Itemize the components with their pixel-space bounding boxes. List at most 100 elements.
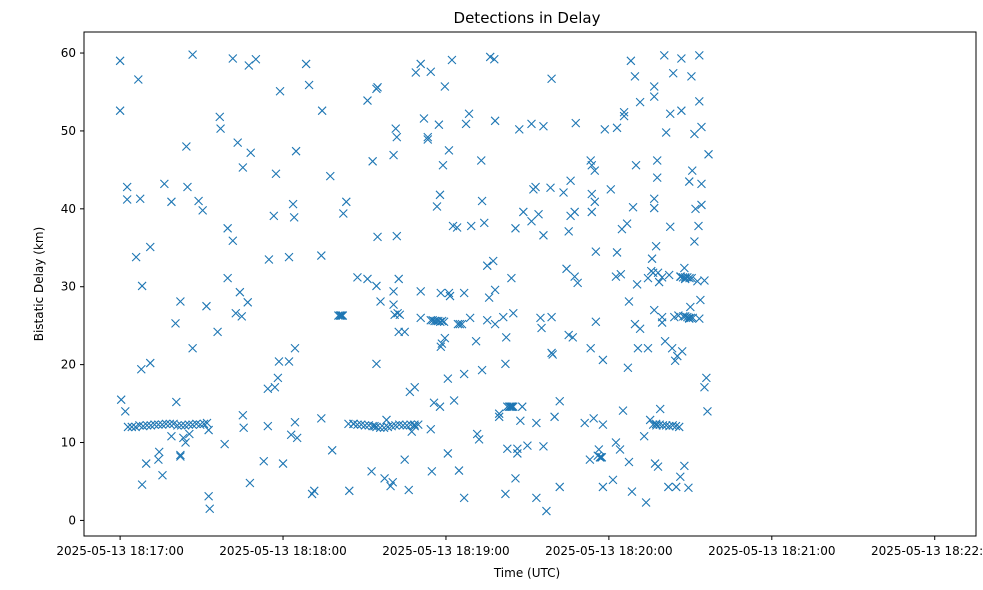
data-point [413,420,423,429]
data-point [205,504,215,514]
data-point [122,195,132,204]
data-point [676,54,686,63]
data-point [697,200,706,210]
data-point [243,297,253,307]
data-point [382,415,391,425]
y-tick-label: 0 [68,513,76,527]
data-point [360,420,370,430]
data-point [586,343,596,353]
x-axis: 2025-05-13 18:17:00 2025-05-13 18:18:00 20… [56,536,983,558]
data-point [145,358,155,368]
data-point [490,319,500,329]
plot-frame [83,31,977,537]
data-point [573,278,583,288]
data-point [325,171,335,181]
data-point [400,327,410,337]
data-point [598,355,608,365]
data-point [440,333,450,343]
data-point [363,274,372,284]
data-point [181,438,190,447]
data-point [527,216,536,226]
data-point [555,482,565,492]
data-point [284,252,294,262]
data-point [289,213,299,222]
data-point [512,444,522,454]
data-point [394,274,404,284]
data-point [659,50,669,60]
data-point [220,439,230,449]
data-point [600,124,610,134]
data-point [679,263,689,273]
data-point [176,452,185,461]
data-point [204,425,214,435]
data-point [615,445,625,454]
data-point [587,189,597,199]
data-point [389,150,398,160]
data-point [449,396,459,405]
data-point [233,138,243,148]
data-point [612,248,622,257]
data-point [176,450,185,460]
chart-title: Detections in Delay [454,9,601,27]
data-point [539,121,548,131]
data-point [444,146,454,155]
data-point [452,223,462,232]
data-point [231,308,241,318]
data-point [679,461,689,471]
data-point [626,56,636,66]
data-point [685,273,694,283]
data-point [663,482,673,492]
data-point [437,339,447,348]
data-point [213,327,222,337]
data-point [388,477,398,487]
data-point [655,404,665,414]
data-point [507,402,517,412]
data-point [671,482,681,492]
data-point [657,272,667,282]
x-tick-label: 2025-05-13 18:17:00 [56,544,183,558]
data-point [288,199,298,209]
data-point [534,209,543,219]
data-point [115,56,125,66]
data-point [198,205,208,215]
data-point [238,410,248,420]
data-point [215,112,225,122]
data-point [223,223,233,233]
data-point [167,431,176,441]
data-point [700,276,709,285]
data-point [275,86,285,96]
data-point [184,429,194,439]
data-point [286,430,296,440]
data-point [376,297,385,306]
data-point [559,188,568,197]
data-point [158,470,167,480]
data-point [372,281,381,291]
data-point [508,308,518,318]
data-point [674,422,684,432]
data-point [474,435,484,444]
data-point [161,419,171,429]
data-point [684,313,694,323]
data-point [137,281,147,291]
data-point [398,420,408,430]
data-point [566,176,575,186]
data-point [392,132,402,142]
data-point [564,227,574,236]
data-point [223,273,233,283]
data-point [515,416,525,426]
data-point [271,169,281,179]
data-point [116,395,126,405]
data-point [404,485,414,495]
data-point [594,445,604,454]
data-point [338,311,348,320]
data-point [406,420,416,429]
data-point [591,247,601,257]
data-point [327,445,337,455]
y-tick-label: 10 [61,436,76,450]
data-point [434,120,444,130]
data-point [115,106,125,116]
data-point [457,319,467,329]
data-point [542,506,551,516]
data-point [571,118,581,128]
